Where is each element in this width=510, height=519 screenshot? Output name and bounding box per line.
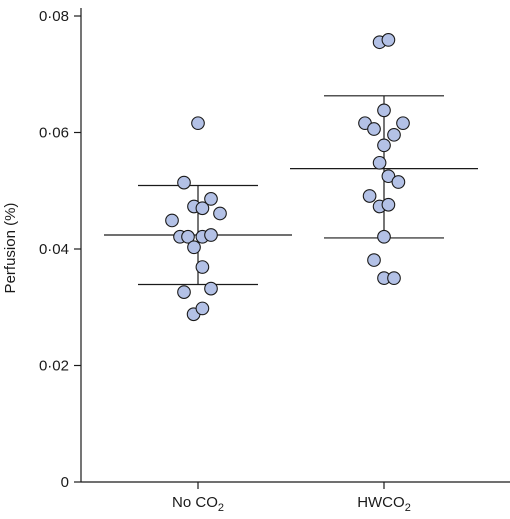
data-point [391,175,406,189]
data-point [381,197,396,212]
data-point [195,201,210,216]
y-tick-label: 0·02 [39,358,69,375]
data-point [387,271,401,285]
y-tick-label: 0 [61,474,69,491]
data-point [181,229,195,244]
data-point [165,213,179,228]
data-point [204,281,218,296]
data-point [381,169,396,184]
x-tick-label-main: No CO [172,494,218,511]
x-tick-label-subscript: 2 [405,502,411,514]
data-point [213,206,227,221]
data-point [195,260,210,274]
y-tick-label: 0·06 [39,125,69,142]
x-tick-label: HWCO2 [357,494,411,514]
x-tick-label: No CO2 [172,494,224,514]
y-axis-label: Perfusion (%) [2,203,19,294]
data-point [177,285,191,299]
data-point [367,253,381,267]
data-point [396,116,410,131]
data-point [187,240,201,255]
data-point [387,127,401,142]
y-tick-label: 0·04 [39,241,69,258]
data-point [195,301,210,316]
data-point [377,138,391,153]
data-point [381,33,396,47]
data-point [177,175,191,190]
data-point [377,103,391,118]
x-tick-label-subscript: 2 [218,502,224,514]
x-tick-label-main: HWCO [357,494,405,511]
data-point [372,155,387,170]
data-groups [104,33,478,322]
data-point [191,116,205,131]
data-point [204,228,218,242]
y-tick-label: 0·08 [39,8,69,25]
group-2 [290,33,478,285]
data-point [367,122,381,136]
data-point [362,189,377,203]
group-1 [104,116,292,322]
data-point [204,192,218,206]
data-point [377,229,391,244]
